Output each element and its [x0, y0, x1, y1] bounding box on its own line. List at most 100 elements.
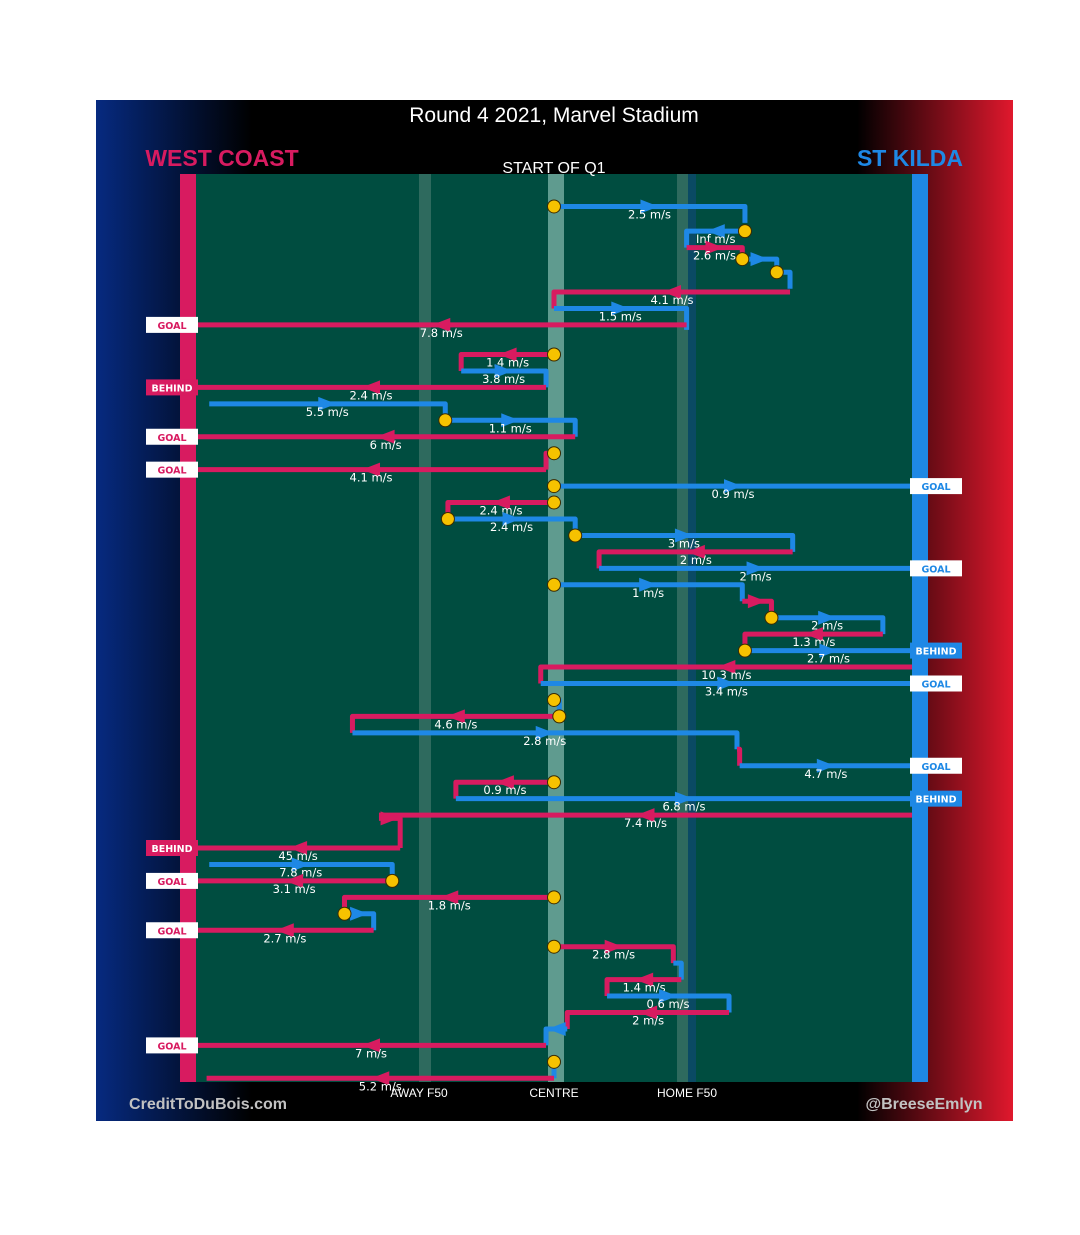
chain-speed-label-16: 0.9 m/s [712, 487, 755, 501]
chain-speed-label-7: 7.8 m/s [420, 326, 463, 340]
chain-speed-label-20: 2 m/s [680, 553, 712, 567]
chain-arrow-9 [494, 363, 513, 378]
stoppage-marker-34 [547, 775, 561, 790]
stoppage-marker-30 [552, 709, 567, 724]
chain-line-48 [564, 1010, 730, 1029]
outcome-badge-35 [910, 790, 962, 807]
outcome-label-35: BEHIND [915, 795, 956, 806]
chain-speed-label-35: 6.8 m/s [662, 800, 705, 814]
outcome-label-50: GOAL [157, 1041, 186, 1052]
chain-speed-label-26: 2.7 m/s [807, 652, 850, 666]
chain-line-45 [673, 960, 684, 980]
chain-speed-label-43: 2.7 m/s [263, 931, 306, 945]
outcome-badge-43 [146, 922, 198, 939]
chain-arrow-30 [446, 709, 465, 724]
outcome-label-16: GOAL [921, 482, 950, 493]
stoppage-marker-26 [737, 643, 752, 658]
home-f50-band-edge [688, 174, 696, 1082]
chain-arrow-24 [818, 610, 837, 625]
stoppage-marker-0 [547, 199, 561, 214]
stoppage-marker-24 [764, 610, 779, 625]
chain-speed-label-0: 2.5 m/s [628, 207, 671, 221]
chain-arrow-5 [663, 284, 682, 299]
chain-arrow-15 [362, 462, 381, 477]
outcome-label-43: GOAL [157, 926, 186, 937]
chain-arrow-6 [611, 301, 630, 316]
st-kilda-goal-line [912, 174, 928, 1082]
chain-arrow-20 [686, 544, 705, 559]
chain-arrow-34 [495, 775, 514, 790]
chain-line-8 [458, 352, 554, 371]
chain-arrow-3 [750, 252, 769, 267]
chain-arrow-43 [275, 923, 294, 938]
chain-arrow-38 [289, 841, 308, 855]
chain-speed-label-40: 3.1 m/s [273, 882, 316, 896]
outcome-label-33: GOAL [921, 762, 950, 773]
chain-line-31 [352, 730, 740, 750]
chain-line-46 [604, 977, 682, 997]
chain-arrow-16 [724, 479, 743, 494]
chain-line-1 [684, 228, 745, 248]
chain-line-20 [596, 549, 793, 569]
stoppage-marker-12 [438, 413, 453, 428]
chain-line-34 [453, 779, 554, 799]
chain-speed-label-18: 2.4 m/s [490, 520, 533, 534]
chain-line-32 [736, 746, 743, 766]
chain-speed-label-12: 1.1 m/s [489, 421, 532, 435]
chain-speed-label-10: 2.4 m/s [350, 388, 393, 402]
chain-speed-label-25: 1.3 m/s [792, 635, 835, 649]
x-tick-centre: CENTRE [529, 1086, 578, 1100]
chain-speed-label-21: 2 m/s [740, 569, 772, 583]
chain-arrow-21 [746, 561, 765, 576]
chain-speed-label-9: 3.8 m/s [482, 372, 525, 386]
outcome-label-13: GOAL [157, 433, 186, 444]
chain-speed-label-39: 7.8 m/s [279, 865, 322, 879]
chain-arrow-48 [639, 1005, 658, 1020]
outcome-label-38: BEHIND [151, 844, 192, 855]
outcome-label-40: GOAL [157, 877, 186, 888]
chain-arrow-44 [604, 939, 623, 954]
chain-arrow-40 [285, 873, 304, 888]
x-tick-home-f50: HOME F50 [657, 1086, 717, 1100]
chain-speed-label-44: 2.8 m/s [592, 948, 635, 962]
chain-arrow-46 [635, 972, 654, 987]
chain-line-0 [554, 203, 748, 223]
outcome-badge-33 [910, 757, 962, 774]
west-coast-goal-line [180, 174, 196, 1082]
outcome-label-21: GOAL [921, 564, 950, 575]
chain-arrow-47 [659, 989, 678, 1004]
chain-speed-label-8: 1.4 m/s [486, 356, 529, 370]
stoppage-marker-42 [337, 906, 352, 921]
chain-arrow-17 [491, 495, 510, 510]
chain-arrow-22 [639, 577, 658, 592]
chain-arrow-28 [717, 676, 736, 691]
chain-speed-label-38: 45 m/s [278, 849, 317, 863]
x-tick-away-f50: AWAY F50 [390, 1086, 448, 1100]
chain-arrow-37 [380, 811, 399, 826]
chain-arrow-52 [371, 1071, 390, 1086]
chain-speed-label-1: Inf m/s [696, 232, 735, 246]
chain-speed-label-46: 1.4 m/s [623, 981, 666, 995]
team-right-name: ST KILDA [857, 145, 963, 171]
chain-speed-label-52: 5.2 m/s [359, 1079, 402, 1093]
chain-line-27 [538, 664, 913, 684]
chain-speed-label-41: 1.8 m/s [428, 898, 471, 912]
chain-speed-label-34: 0.9 m/s [483, 783, 526, 797]
outcome-label-7: GOAL [157, 321, 186, 332]
outcome-badge-13 [146, 428, 198, 445]
chain-arrow-31 [535, 725, 554, 740]
chain-arrow-49 [547, 1021, 566, 1036]
stoppage-marker-16 [547, 479, 561, 494]
chain-arrow-8 [498, 347, 517, 362]
outcome-label-15: GOAL [157, 466, 186, 477]
chain-arrow-50 [362, 1038, 381, 1053]
team-left-name: WEST COAST [145, 145, 298, 171]
chain-speed-label-48: 2 m/s [632, 1014, 664, 1028]
chain-arrow-41 [440, 890, 459, 905]
chain-speed-label-50: 7 m/s [355, 1046, 387, 1060]
stoppage-marker-14 [547, 446, 561, 461]
chain-arrow-36 [636, 808, 655, 823]
outcome-badge-16 [910, 478, 962, 495]
centre-band [548, 174, 564, 1082]
credit-left: CreditToDuBois.com [129, 1096, 287, 1113]
